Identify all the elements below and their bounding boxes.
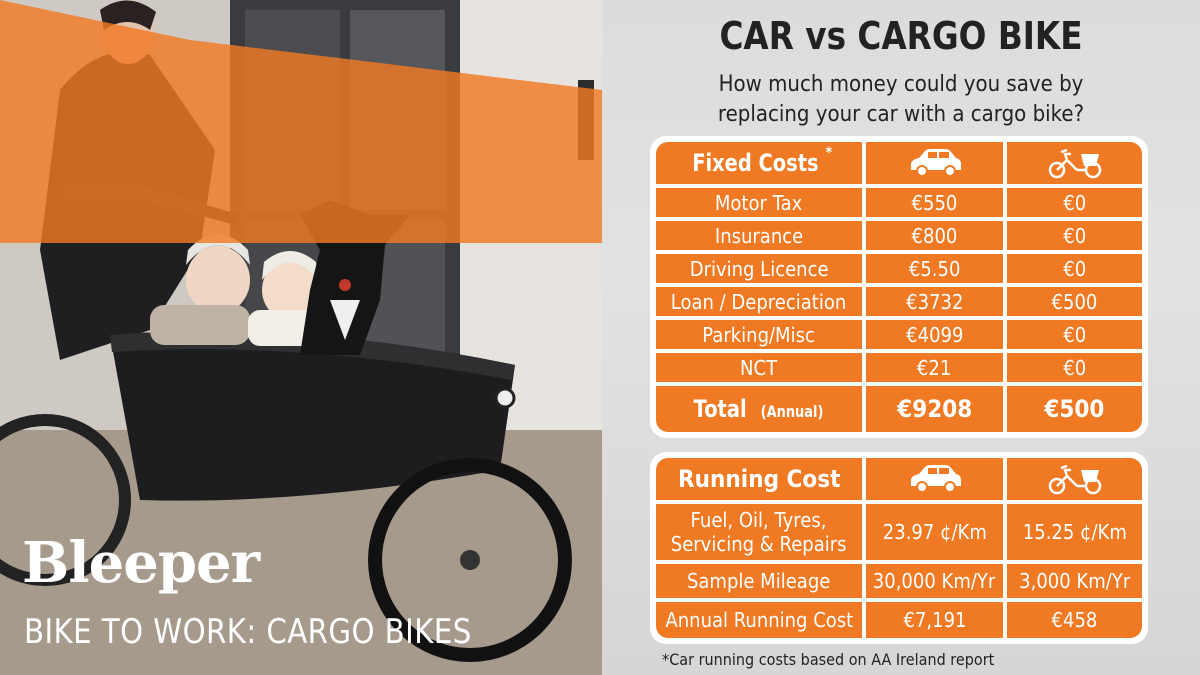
table-cell-bike: €0: [1007, 254, 1142, 283]
fixed-costs-bike-header: [1007, 142, 1142, 184]
cargo-bike-icon: [1048, 464, 1101, 495]
running-costs-table: Running Cost Fuel, Oil, Tyres, Servicing…: [650, 452, 1148, 644]
table-cell-car: €5.50: [866, 254, 1003, 283]
total-label-text: Total: [693, 395, 747, 423]
subtitle-line-1: How much money could you save by: [718, 72, 1084, 97]
table-cell-bike: 15.25 ¢/Km: [1007, 504, 1142, 560]
table-cell-car: €7,191: [866, 602, 1003, 638]
table-row-label: Fuel, Oil, Tyres, Servicing & Repairs: [656, 504, 862, 560]
table-cell-bike: €0: [1007, 188, 1142, 217]
table-row-label: Loan / Depreciation: [656, 287, 862, 316]
running-costs-header: Running Cost: [656, 458, 862, 500]
fixed-costs-header-marker: *: [825, 145, 833, 161]
subtitle-line-2: replacing your car with a cargo bike?: [717, 102, 1085, 127]
label-line-2: Servicing & Repairs: [671, 532, 847, 556]
table-row-label: NCT: [656, 353, 862, 382]
brand-tagline: BIKE TO WORK: CARGO BIKES: [24, 612, 472, 652]
footnote: *Car running costs based on AA Ireland r…: [662, 650, 995, 669]
fixed-costs-header-label: Fixed Costs: [692, 149, 819, 177]
table-row-label: Annual Running Cost: [656, 602, 862, 638]
page-title: CAR vs CARGO BIKE: [719, 14, 1083, 58]
table-cell-bike: €0: [1007, 221, 1142, 250]
total-label: Total (Annual): [656, 386, 862, 432]
table-cell-car: 23.97 ¢/Km: [866, 504, 1003, 560]
table-row-label: Driving Licence: [656, 254, 862, 283]
cargo-bike-icon: [1048, 148, 1101, 179]
table-cell-bike: €0: [1007, 353, 1142, 382]
total-qualifier: (Annual): [760, 402, 824, 421]
brand-banner: [0, 0, 602, 243]
fixed-costs-header: Fixed Costs *: [656, 142, 862, 184]
fixed-costs-car-header: [866, 142, 1003, 184]
table-cell-bike: 3,000 Km/Yr: [1007, 564, 1142, 598]
table-row-label: Insurance: [656, 221, 862, 250]
table-cell-car: 30,000 Km/Yr: [866, 564, 1003, 598]
table-cell-bike: €0: [1007, 320, 1142, 349]
table-cell-car: €800: [866, 221, 1003, 250]
fixed-costs-table: Fixed Costs * Motor Tax €550 €0 Insurance…: [650, 136, 1148, 438]
table-cell-car: €4099: [866, 320, 1003, 349]
page-subtitle: How much money could you save by replaci…: [632, 70, 1170, 130]
car-icon: [910, 149, 961, 177]
running-costs-bike-header: [1007, 458, 1142, 500]
table-cell-car: €3732: [866, 287, 1003, 316]
table-cell-bike: €458: [1007, 602, 1142, 638]
table-row-label: Motor Tax: [656, 188, 862, 217]
label-line-1: Fuel, Oil, Tyres,: [691, 508, 827, 532]
total-car: €9208: [866, 386, 1003, 432]
table-cell-car: €21: [866, 353, 1003, 382]
total-bike: €500: [1007, 386, 1142, 432]
table-cell-bike: €500: [1007, 287, 1142, 316]
car-icon: [910, 465, 961, 493]
brand-logo-text: Bleeper: [22, 530, 260, 596]
table-row-label: Sample Mileage: [656, 564, 862, 598]
running-costs-car-header: [866, 458, 1003, 500]
table-row-label: Parking/Misc: [656, 320, 862, 349]
hero-photo: [0, 0, 602, 675]
table-cell-car: €550: [866, 188, 1003, 217]
